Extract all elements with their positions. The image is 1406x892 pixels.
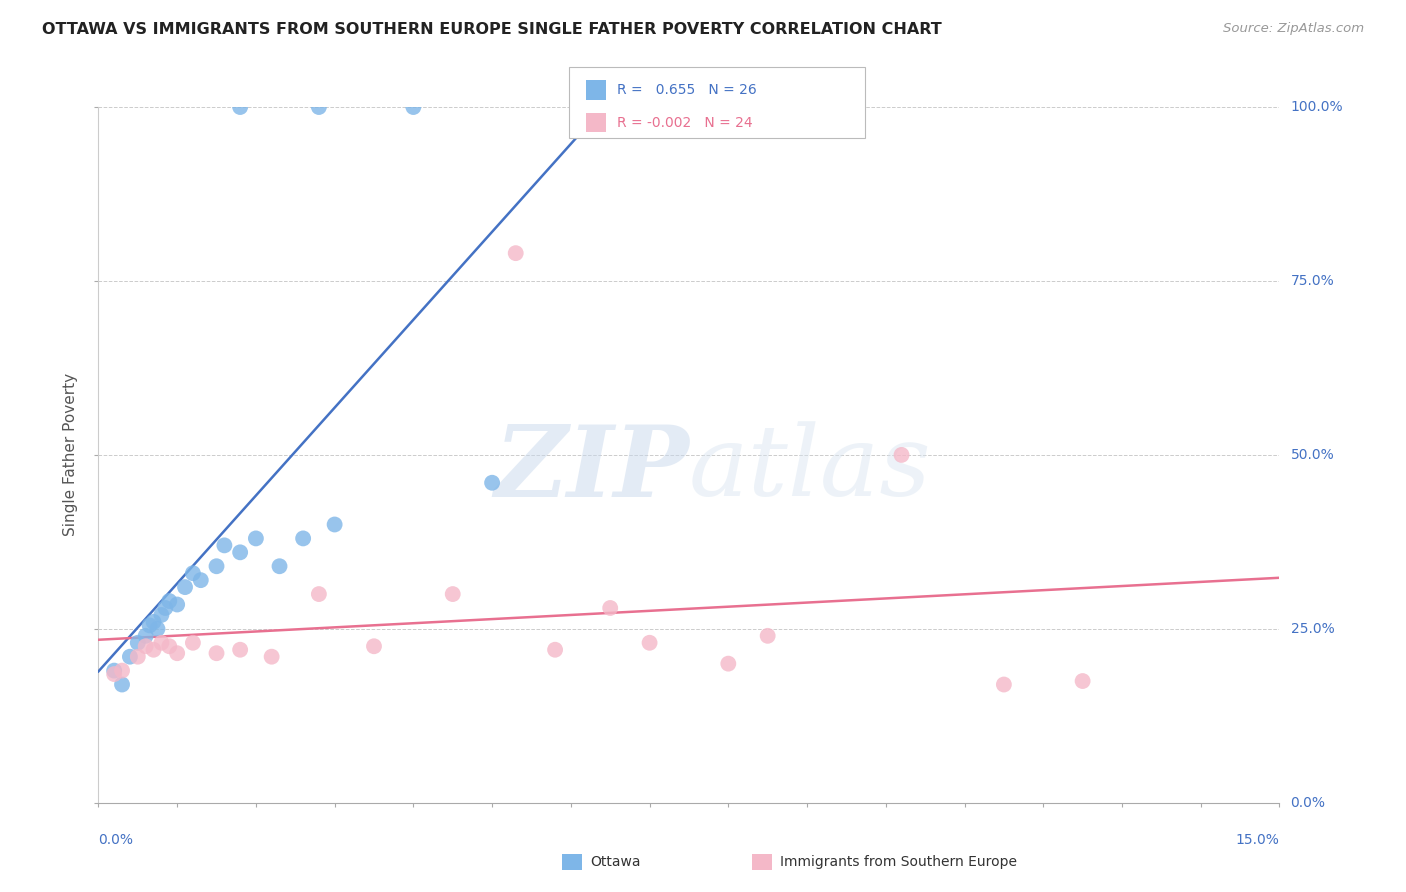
Text: 15.0%: 15.0% bbox=[1236, 833, 1279, 847]
Point bbox=[111, 664, 134, 678]
Point bbox=[890, 448, 912, 462]
Point bbox=[118, 649, 141, 664]
Text: Source: ZipAtlas.com: Source: ZipAtlas.com bbox=[1223, 22, 1364, 36]
Point bbox=[717, 657, 740, 671]
Point bbox=[308, 100, 330, 114]
Point bbox=[142, 615, 165, 629]
Point bbox=[323, 517, 346, 532]
Point bbox=[229, 100, 252, 114]
Text: 100.0%: 100.0% bbox=[1291, 100, 1343, 114]
Point bbox=[150, 636, 173, 650]
Text: Immigrants from Southern Europe: Immigrants from Southern Europe bbox=[780, 855, 1018, 869]
Point bbox=[138, 618, 160, 632]
Point bbox=[229, 642, 252, 657]
Point bbox=[308, 587, 330, 601]
Point bbox=[205, 646, 228, 660]
Point bbox=[363, 639, 385, 653]
Point bbox=[229, 545, 252, 559]
Point bbox=[103, 667, 125, 681]
Point bbox=[269, 559, 291, 574]
Point bbox=[157, 639, 180, 653]
Point bbox=[166, 598, 188, 612]
Point bbox=[103, 664, 125, 678]
Point bbox=[142, 642, 165, 657]
Point bbox=[111, 677, 134, 691]
Point bbox=[292, 532, 315, 546]
Point bbox=[756, 629, 779, 643]
Point bbox=[245, 532, 267, 546]
Point bbox=[127, 636, 149, 650]
Point bbox=[181, 566, 204, 581]
Point bbox=[135, 639, 157, 653]
Text: 75.0%: 75.0% bbox=[1291, 274, 1334, 288]
Point bbox=[402, 100, 425, 114]
Text: 0.0%: 0.0% bbox=[1291, 796, 1326, 810]
Point bbox=[505, 246, 527, 260]
Point bbox=[441, 587, 464, 601]
Text: 25.0%: 25.0% bbox=[1291, 622, 1334, 636]
Text: Ottawa: Ottawa bbox=[591, 855, 641, 869]
Point bbox=[544, 642, 567, 657]
Point bbox=[260, 649, 283, 664]
Point bbox=[599, 601, 621, 615]
Text: 0.0%: 0.0% bbox=[98, 833, 134, 847]
Text: 50.0%: 50.0% bbox=[1291, 448, 1334, 462]
Point bbox=[166, 646, 188, 660]
Point bbox=[1071, 674, 1094, 689]
Text: R =   0.655   N = 26: R = 0.655 N = 26 bbox=[617, 83, 756, 96]
Point bbox=[993, 677, 1015, 691]
Point bbox=[205, 559, 228, 574]
Point bbox=[214, 538, 236, 552]
Point bbox=[150, 607, 173, 622]
Point bbox=[155, 601, 177, 615]
Text: OTTAWA VS IMMIGRANTS FROM SOUTHERN EUROPE SINGLE FATHER POVERTY CORRELATION CHAR: OTTAWA VS IMMIGRANTS FROM SOUTHERN EUROP… bbox=[42, 22, 942, 37]
Point bbox=[638, 636, 661, 650]
Point bbox=[181, 636, 204, 650]
Point bbox=[135, 629, 157, 643]
Point bbox=[146, 622, 169, 636]
Text: ZIP: ZIP bbox=[494, 421, 689, 517]
Text: atlas: atlas bbox=[689, 421, 932, 516]
Y-axis label: Single Father Poverty: Single Father Poverty bbox=[63, 374, 79, 536]
Point bbox=[157, 594, 180, 608]
Point bbox=[481, 475, 503, 490]
Text: R = -0.002   N = 24: R = -0.002 N = 24 bbox=[617, 116, 752, 129]
Point bbox=[127, 649, 149, 664]
Point bbox=[190, 573, 212, 587]
Point bbox=[174, 580, 197, 594]
